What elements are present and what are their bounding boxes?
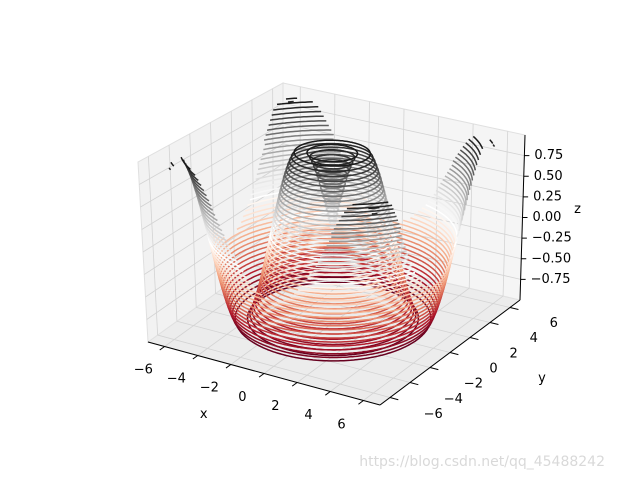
contour-line [194, 138, 471, 239]
x-tick-label: −6 [134, 362, 153, 377]
grid-line [146, 224, 284, 320]
x-tick [258, 373, 265, 378]
contour-line [306, 143, 359, 163]
contour-line [214, 215, 452, 310]
contour-line [211, 205, 454, 302]
y-tick [409, 382, 419, 386]
contour-line [195, 142, 470, 243]
contour-line [308, 149, 356, 166]
contour-line [192, 133, 472, 234]
grid-line [140, 123, 284, 208]
z-tick-label: 0.50 [534, 169, 563, 184]
contour-line [208, 192, 457, 289]
x-tick-label: 2 [271, 399, 279, 414]
contour-line [168, 100, 496, 215]
y-tick [469, 337, 479, 341]
contour-line [268, 215, 397, 266]
contour-line [201, 165, 464, 264]
x-tick-label: −4 [167, 372, 186, 387]
contour-line [316, 168, 349, 182]
y-tick-label: −4 [444, 392, 463, 407]
z-tick-label: 0.25 [533, 189, 562, 204]
z-tick-label: −0.25 [532, 231, 572, 246]
y-tick-label: 6 [550, 316, 558, 331]
grid-line [282, 163, 523, 218]
grid-line [141, 143, 284, 230]
z-axis-label: z [574, 202, 581, 217]
contour-line [285, 153, 380, 188]
y-tick [489, 322, 499, 326]
x-tick [325, 391, 331, 396]
contour-line [311, 154, 354, 170]
contour-line [202, 169, 463, 268]
y-tick-label: 4 [530, 331, 538, 346]
contour-line [216, 224, 449, 319]
contour-line [197, 151, 467, 251]
z-tick-label: −0.50 [531, 251, 571, 266]
contour-line [180, 101, 484, 206]
contour-line [184, 110, 480, 214]
grid-line [282, 123, 524, 177]
x-tick-label: −2 [200, 381, 219, 396]
contour-line [280, 168, 385, 208]
x-axis-label: x [200, 407, 208, 422]
contour-line [290, 142, 374, 173]
x-tick-label: 4 [304, 408, 312, 423]
x-tick [192, 355, 199, 360]
x-tick [291, 382, 298, 387]
x-tick [159, 346, 165, 351]
grid-line [282, 102, 525, 157]
y-axis-label: y [538, 371, 546, 386]
watermark: https://blog.csdn.net/qq_45488242 [359, 454, 605, 470]
contour-line [286, 150, 378, 183]
contour-line [278, 176, 387, 217]
y-tick [429, 367, 439, 371]
x-axis [147, 341, 381, 406]
y-axis [379, 299, 521, 406]
contour-line [246, 281, 420, 357]
contour-line [189, 124, 475, 226]
z-tick-label: 0.75 [534, 148, 563, 163]
x-tick-label: 6 [337, 417, 345, 432]
y-tick [389, 397, 399, 401]
y-tick [509, 307, 519, 310]
contour-line [206, 183, 459, 281]
contour-line [188, 120, 476, 222]
z-tick-label: 0.00 [533, 210, 562, 225]
contour-line [170, 97, 494, 210]
z-tick-label: −0.75 [531, 272, 571, 287]
contour-line [182, 106, 482, 210]
contour-line [217, 228, 448, 323]
x-tick [225, 364, 232, 369]
y-tick-label: −6 [424, 407, 443, 422]
contour-line [277, 180, 388, 222]
contour-line [329, 225, 336, 229]
grid-line [139, 102, 284, 185]
contour-line [267, 219, 398, 271]
grid-line [282, 204, 522, 260]
contour-line [327, 216, 338, 221]
contour-line [328, 220, 337, 225]
y-tick-label: −2 [464, 377, 483, 392]
z-axis [519, 134, 526, 301]
y-tick-label: 0 [489, 361, 497, 376]
y-tick [449, 352, 459, 356]
contour-line [269, 211, 396, 261]
contour-line [219, 233, 447, 327]
x-tick [358, 400, 364, 405]
contour-line [293, 139, 372, 167]
contour-line [191, 129, 474, 230]
grid-line [157, 334, 391, 398]
y-tick-label: 2 [509, 346, 517, 361]
x-tick-label: 0 [238, 390, 246, 405]
contour-line [186, 115, 478, 218]
contour-line [279, 172, 386, 212]
contour-line [207, 187, 458, 285]
contour-line [215, 219, 451, 315]
